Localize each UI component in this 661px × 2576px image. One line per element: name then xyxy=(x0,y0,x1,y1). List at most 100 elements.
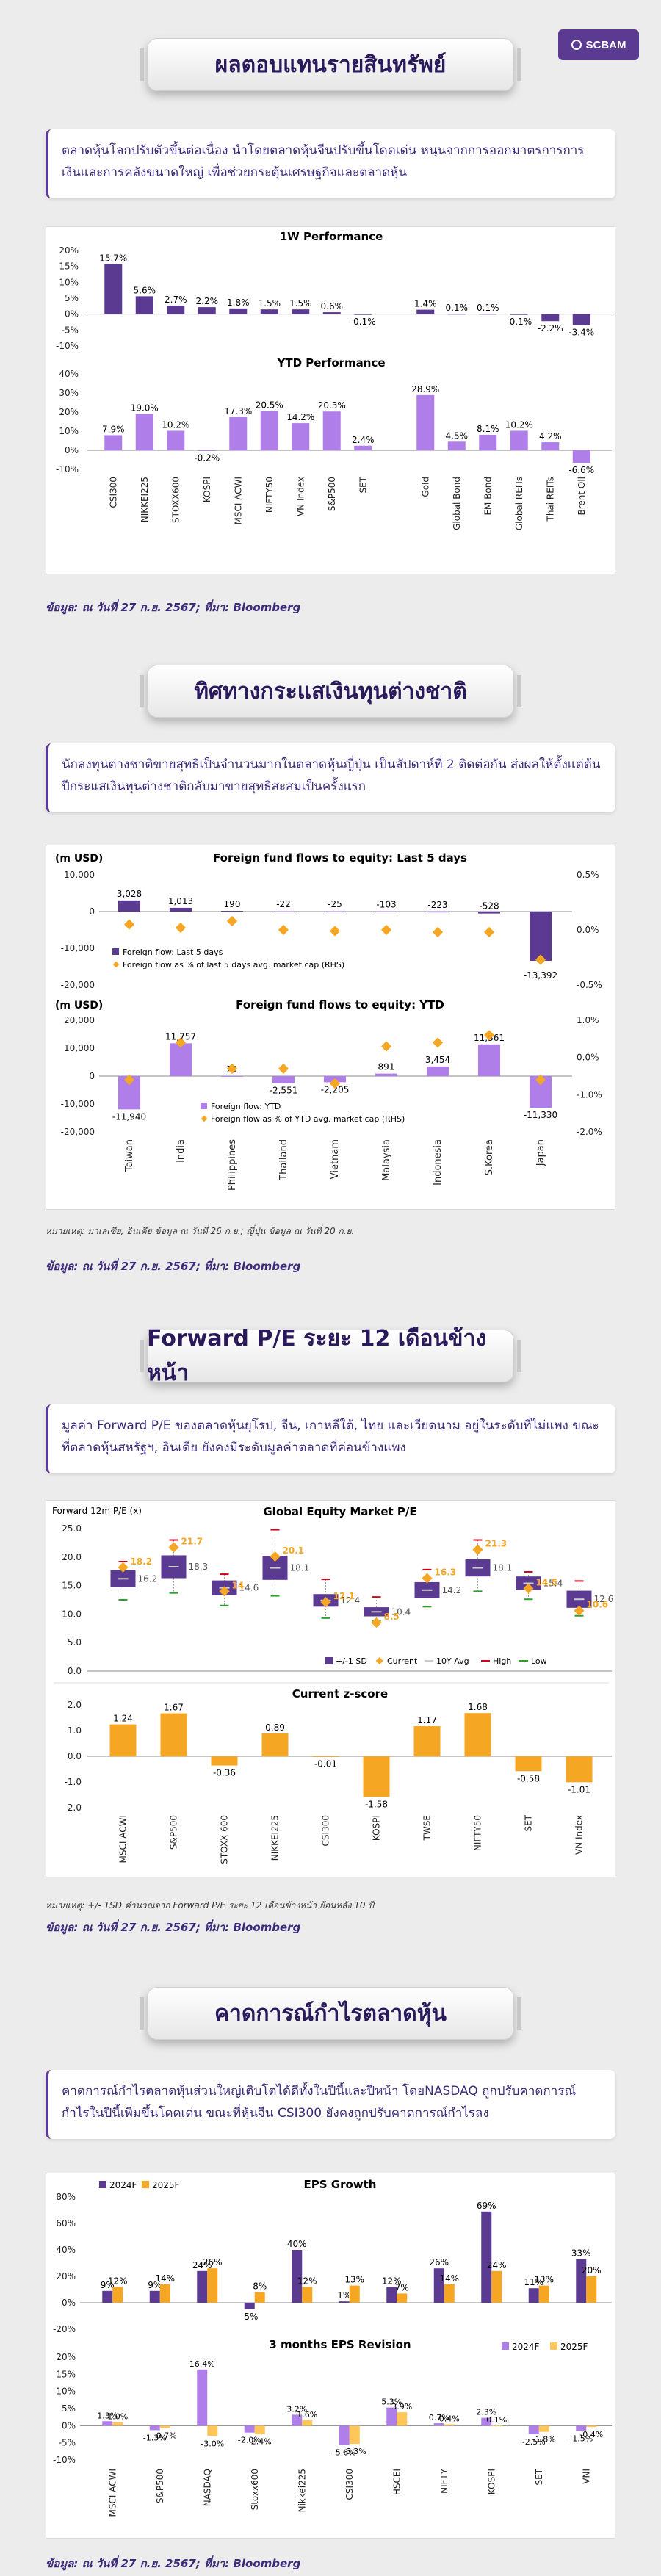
bar xyxy=(197,2270,208,2303)
data-label: 24% xyxy=(487,2260,507,2270)
performance-panel: 1W Performance 20% 15% 10% 5% 0% -5% -10% 15.7% 5… xyxy=(46,226,615,574)
y-tick-label: 0.0 xyxy=(68,1751,82,1761)
data-label: 1.6% xyxy=(297,2410,317,2420)
bar xyxy=(109,1724,137,1756)
x-tick-label: Taiwan xyxy=(124,1139,135,1172)
data-label: 2.2% xyxy=(196,296,219,306)
data-label: -0.1% xyxy=(350,317,376,327)
y-tick-label: -10% xyxy=(56,341,79,351)
bar xyxy=(197,2369,208,2426)
legend-label: Low xyxy=(531,1656,547,1666)
bar xyxy=(541,442,560,450)
legend-label: 2024F xyxy=(512,2342,540,2352)
section2-note: หมายเหตุ: มาเลเซีย, อินเดีย ข้อมูล ณ วัน… xyxy=(46,1226,355,1236)
legend-swatch xyxy=(550,2342,557,2350)
bar xyxy=(198,307,216,314)
bar xyxy=(244,2303,255,2309)
performance-chart: 1W Performance 20% 15% 10% 5% 0% -5% -10% 15.7% 5… xyxy=(56,230,612,530)
data-label: 11% xyxy=(524,2277,543,2287)
y-tick-label: 60% xyxy=(56,2218,76,2229)
y-tick-label: -10% xyxy=(53,2455,76,2465)
x-tick-label: Global Bond xyxy=(452,477,462,530)
x-tick-label: Stoxx600 xyxy=(250,2469,260,2510)
x-tick-label: CSI300 xyxy=(321,1815,331,1846)
data-label: 7.9% xyxy=(102,424,125,434)
x-tick-label: S&P500 xyxy=(327,477,337,511)
section3-title: Forward P/E ระยะ 12 เดือนข้างหน้า xyxy=(140,1326,521,1386)
rhs-marker xyxy=(226,1063,238,1074)
data-label: -1.5% xyxy=(569,2434,593,2443)
rhs-marker xyxy=(483,926,495,938)
data-label: -2,205 xyxy=(321,1084,350,1094)
legend-swatch xyxy=(375,1657,383,1664)
data-label: -1.58 xyxy=(365,1799,388,1809)
bar xyxy=(207,2268,218,2303)
data-label: -1.01 xyxy=(568,1784,590,1794)
data-label: 11,757 xyxy=(165,1031,196,1042)
data-label: 8.1% xyxy=(477,424,499,434)
avg-label: 16.2 xyxy=(138,1573,158,1584)
bar xyxy=(397,2412,408,2426)
bar xyxy=(530,912,552,961)
current-label: 10.6 xyxy=(587,1600,609,1610)
data-label: 0.89 xyxy=(265,1722,285,1733)
x-tick-label: Japan xyxy=(535,1139,546,1166)
section3-source: ข้อมูล: ณ วันที่ 27 ก.ย. 2567; ที่มา: Bl… xyxy=(46,1921,301,1934)
avg-label: 10.4 xyxy=(391,1606,411,1617)
y-tick-label: 20% xyxy=(56,2352,76,2362)
bar xyxy=(292,423,310,450)
legend-label: Foreign flow: Last 5 days xyxy=(123,948,223,957)
data-label: -0.2% xyxy=(194,453,220,463)
bar xyxy=(160,1713,187,1756)
chart-title: Foreign fund flows to equity: Last 5 day… xyxy=(213,851,467,865)
x-tick-label: Indonesia xyxy=(433,1139,444,1186)
data-label: 20.3% xyxy=(318,400,346,411)
data-label: 28.9% xyxy=(411,384,439,394)
data-label: -0.1% xyxy=(506,317,532,327)
data-label: -223 xyxy=(427,900,447,910)
data-label: -5.6% xyxy=(333,2447,356,2457)
y-tick-label: 5.0 xyxy=(68,1637,82,1648)
data-label: 69% xyxy=(477,2201,496,2211)
x-tick-label: KOSPI xyxy=(372,1815,382,1841)
data-label: -5% xyxy=(241,2312,258,2322)
current-label: 20.1 xyxy=(283,1545,305,1556)
data-label: 2.4% xyxy=(352,435,375,445)
bar xyxy=(229,417,248,450)
data-label: -103 xyxy=(376,900,396,910)
data-label: 40% xyxy=(287,2239,307,2249)
bar xyxy=(221,911,243,912)
bar xyxy=(349,2425,360,2445)
fundflow-panel: (m USD) Foreign fund flows to equity: Las… xyxy=(46,845,615,1210)
x-tick-label: India xyxy=(176,1139,187,1163)
pe-panel: Forward 12m P/E (x) Global Equity Market … xyxy=(46,1500,615,1877)
current-marker xyxy=(422,1573,433,1584)
bar xyxy=(170,907,192,912)
bar xyxy=(586,2276,597,2303)
bar xyxy=(149,2290,160,2303)
logo-text: SCBAM xyxy=(585,38,626,51)
bar xyxy=(375,1073,397,1076)
x-tick-label: SET xyxy=(534,2468,544,2485)
y-tick-label: 10,000 xyxy=(64,1043,95,1053)
rhs-marker xyxy=(123,919,135,930)
y-tick-label: 10% xyxy=(59,426,79,436)
legend-label: High xyxy=(493,1656,511,1666)
bar xyxy=(349,2285,360,2303)
x-tick-label: Philippines xyxy=(227,1139,238,1191)
x-tick-label: TWSE xyxy=(422,1815,433,1841)
data-label: -1.3% xyxy=(143,2433,167,2442)
data-label: 17.3% xyxy=(224,406,252,416)
section3-callout: มูลค่า Forward P/E ของตลาดหุ้นยุโรป, จีน… xyxy=(46,1404,615,1473)
brand-logo: SCBAM xyxy=(558,29,639,60)
bar xyxy=(481,2417,492,2426)
bar xyxy=(167,305,185,314)
rhs-marker xyxy=(380,924,392,936)
x-tick-label: S&P500 xyxy=(169,1815,179,1850)
bar xyxy=(104,435,123,450)
bar xyxy=(302,2287,313,2303)
data-label: 14.2% xyxy=(286,412,314,422)
legend-label: +/-1 SD xyxy=(336,1656,367,1666)
data-label: 891 xyxy=(378,1062,395,1072)
x-tick-label: NIFTY xyxy=(439,2468,449,2494)
